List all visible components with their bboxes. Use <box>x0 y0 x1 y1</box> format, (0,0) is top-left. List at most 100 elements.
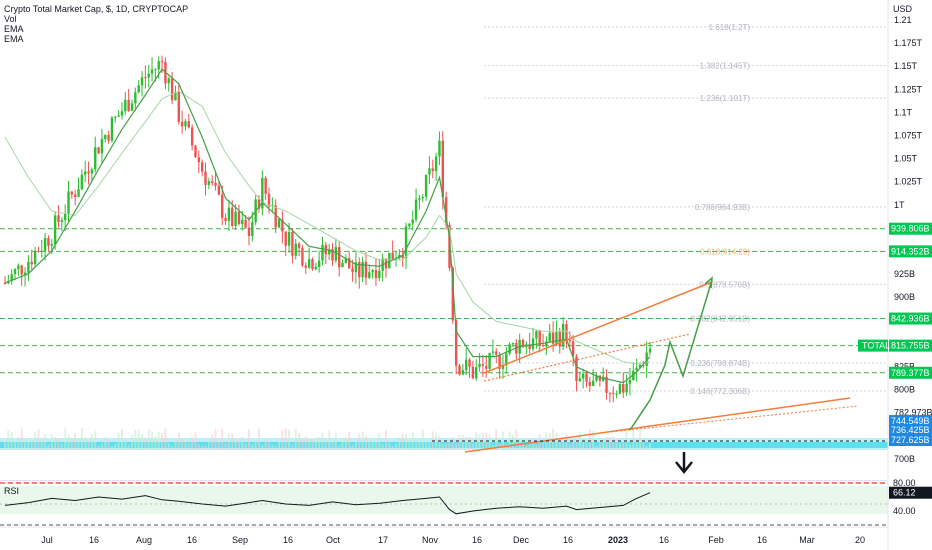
candle-body <box>17 265 20 270</box>
upper-trendline <box>483 281 713 374</box>
candle-body <box>180 121 184 127</box>
volume-bar <box>555 432 558 450</box>
volume-bar <box>47 444 50 450</box>
volume-bar <box>398 437 401 450</box>
candle-body <box>481 363 485 366</box>
price-level-lines <box>0 228 888 374</box>
volume-bar <box>525 445 528 450</box>
series-tag-label: TOTAL <box>862 341 890 351</box>
legend-vol[interactable]: Vol <box>4 14 17 24</box>
volume-bar <box>515 429 518 450</box>
volume-bar <box>405 434 408 450</box>
candle-body <box>33 250 37 265</box>
mid-trendline <box>483 333 691 382</box>
volume-bar <box>354 441 357 450</box>
volume-bar <box>575 440 578 450</box>
volume-bar <box>234 439 237 450</box>
y-tick: 1.21 <box>894 15 912 25</box>
candle-body <box>120 111 124 116</box>
candle-body <box>227 207 231 222</box>
volume-bar <box>161 433 164 450</box>
candle-body <box>124 99 127 112</box>
candle-body <box>40 250 43 252</box>
rsi-legend[interactable]: RSI <box>4 486 20 496</box>
volume-bar <box>301 440 304 450</box>
candle-body <box>207 181 211 185</box>
candle-body <box>231 207 234 226</box>
volume-bar <box>100 443 103 450</box>
volume-bar <box>187 443 190 450</box>
candle-body <box>625 383 628 393</box>
volume-bar <box>374 441 377 450</box>
volume-bar <box>585 442 588 450</box>
candle-body <box>464 359 468 371</box>
rsi-level-label: 40.00 <box>893 506 916 516</box>
price-axis[interactable] <box>888 0 932 550</box>
candle-body <box>211 181 214 183</box>
y-tick: 1.075T <box>894 131 923 141</box>
fib-label: 0.618(914.29) <box>700 247 750 256</box>
volume-bar <box>181 438 184 450</box>
volume-bar <box>445 443 448 450</box>
candle-body <box>3 283 7 285</box>
price-badge <box>889 312 932 325</box>
volume-bar <box>34 432 37 450</box>
candle-body <box>84 171 87 175</box>
price-badge <box>889 245 932 258</box>
volume-bar <box>615 441 618 450</box>
candle-body <box>291 231 294 256</box>
x-tick: Dec <box>513 535 530 545</box>
candle-body <box>157 61 160 70</box>
candle-body <box>642 365 645 367</box>
volume-bar <box>264 440 267 450</box>
volume-bar <box>558 439 561 450</box>
candle-body <box>622 384 625 393</box>
candle-body <box>535 331 538 339</box>
volume-bar <box>598 440 601 450</box>
candle-body <box>107 135 110 141</box>
volume-bar <box>251 444 254 450</box>
volume-bar <box>381 444 384 450</box>
candle-body <box>160 61 164 63</box>
candle-body <box>648 348 652 353</box>
legend-ema-2[interactable]: EMA <box>4 34 24 44</box>
volume-bar <box>167 442 170 450</box>
volume-bar <box>351 444 354 450</box>
volume-bar <box>4 441 6 450</box>
candle-body <box>237 211 241 225</box>
volume-bar <box>284 428 287 450</box>
candle-body <box>204 171 207 185</box>
price-badge-label: 736.425B <box>891 425 930 435</box>
candle-body <box>605 376 608 393</box>
candle-body <box>321 245 324 261</box>
volume-bar <box>592 431 595 450</box>
chart-title[interactable]: Crypto Total Market Cap, $, 1D, CRYPTOCA… <box>4 4 189 14</box>
candle-body <box>63 213 67 221</box>
volume-bar <box>124 439 127 450</box>
price-badge-label: 842.936B <box>891 314 930 324</box>
candle-body <box>27 261 30 273</box>
volume-bar <box>14 441 17 450</box>
price-pane[interactable] <box>0 0 888 480</box>
candle-body <box>30 261 33 265</box>
candle-body <box>591 380 595 386</box>
legend-ema-1[interactable]: EMA <box>4 24 24 34</box>
fib-label: 0.146(772.306B) <box>690 387 750 396</box>
x-tick-labels[interactable]: Jul 16 Aug 16 Sep 16 Oct 17 Nov 16 Dec 16 2023 16 Feb 1… <box>41 535 865 545</box>
volume-bar <box>44 434 47 450</box>
volume-bar <box>618 442 621 450</box>
candle-body <box>294 243 297 256</box>
rsi-current-label: 66.12 <box>893 488 916 498</box>
candle-body <box>104 135 107 140</box>
candle-body <box>561 324 565 347</box>
volume-bar <box>157 431 160 450</box>
candle-body <box>127 99 130 111</box>
candle-body <box>408 223 411 227</box>
candle-body <box>461 370 465 375</box>
volume-bar <box>227 433 230 450</box>
volume-bar <box>194 432 197 450</box>
price-badge <box>889 366 932 379</box>
volume-bar <box>578 431 581 450</box>
price-badge <box>889 434 932 447</box>
